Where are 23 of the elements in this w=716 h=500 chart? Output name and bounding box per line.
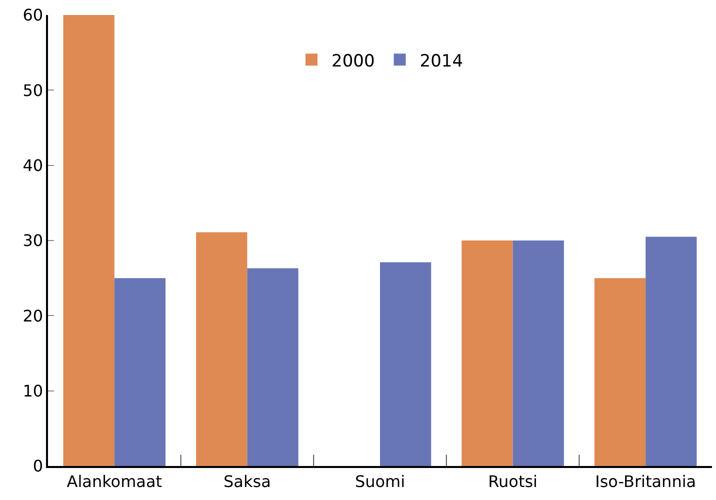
- x-tick-label: Alankomaat: [66, 472, 162, 491]
- bar: [646, 236, 697, 466]
- x-tick-label: Saksa: [224, 472, 271, 491]
- legend-label: 2014: [420, 51, 464, 72]
- y-tick-label: 0: [32, 456, 44, 476]
- bar: [63, 15, 114, 466]
- y-tick-label: 30: [22, 231, 44, 250]
- y-tick-label: 40: [22, 156, 44, 175]
- bar: [247, 268, 298, 466]
- x-tick-label: Ruotsi: [488, 472, 538, 491]
- bar: [462, 240, 513, 466]
- bar: [380, 262, 432, 466]
- y-tick-label: 10: [22, 381, 44, 400]
- legend-label: 2000: [332, 51, 375, 72]
- y-tick-label: 50: [22, 80, 44, 100]
- y-tick-label: 20: [22, 306, 44, 326]
- x-tick-label: Suomi: [354, 472, 406, 491]
- x-tick-label: Iso-Britannia: [595, 472, 696, 491]
- bar: [196, 232, 248, 466]
- bar: [594, 278, 646, 466]
- bar: [512, 240, 564, 466]
- bar: [114, 278, 166, 466]
- y-tick-label: 60: [22, 6, 44, 25]
